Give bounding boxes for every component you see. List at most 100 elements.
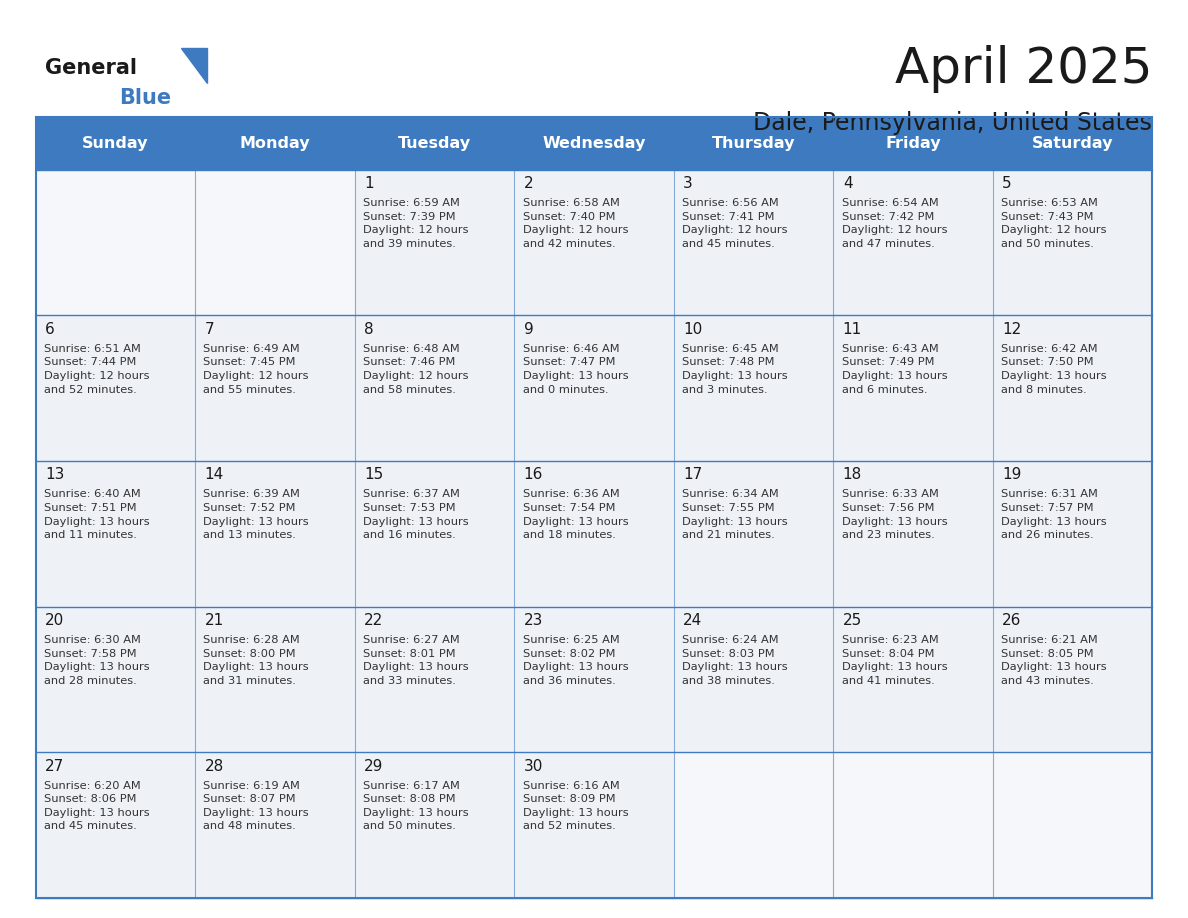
- Bar: [833, 461, 993, 607]
- Text: 7: 7: [204, 322, 214, 337]
- Text: 8: 8: [365, 322, 374, 337]
- Bar: [514, 461, 674, 607]
- Text: Sunrise: 6:51 AM
Sunset: 7:44 PM
Daylight: 12 hours
and 52 minutes.: Sunrise: 6:51 AM Sunset: 7:44 PM Dayligh…: [44, 344, 150, 395]
- Bar: [36, 117, 1152, 170]
- Bar: [514, 316, 674, 461]
- Bar: [993, 170, 1152, 316]
- Text: Sunrise: 6:40 AM
Sunset: 7:51 PM
Daylight: 13 hours
and 11 minutes.: Sunrise: 6:40 AM Sunset: 7:51 PM Dayligh…: [44, 489, 150, 541]
- Text: 18: 18: [842, 467, 862, 483]
- Text: Dale, Pennsylvania, United States: Dale, Pennsylvania, United States: [753, 111, 1152, 135]
- Text: Sunrise: 6:19 AM
Sunset: 8:07 PM
Daylight: 13 hours
and 48 minutes.: Sunrise: 6:19 AM Sunset: 8:07 PM Dayligh…: [203, 780, 309, 832]
- Text: General: General: [45, 58, 137, 78]
- Text: Sunrise: 6:54 AM
Sunset: 7:42 PM
Daylight: 12 hours
and 47 minutes.: Sunrise: 6:54 AM Sunset: 7:42 PM Dayligh…: [841, 198, 947, 249]
- Text: Sunrise: 6:48 AM
Sunset: 7:46 PM
Daylight: 12 hours
and 58 minutes.: Sunrise: 6:48 AM Sunset: 7:46 PM Dayligh…: [364, 344, 468, 395]
- Text: Sunrise: 6:45 AM
Sunset: 7:48 PM
Daylight: 13 hours
and 3 minutes.: Sunrise: 6:45 AM Sunset: 7:48 PM Dayligh…: [682, 344, 788, 395]
- Text: 4: 4: [842, 176, 853, 191]
- Bar: [674, 607, 833, 752]
- Text: Sunrise: 6:53 AM
Sunset: 7:43 PM
Daylight: 12 hours
and 50 minutes.: Sunrise: 6:53 AM Sunset: 7:43 PM Dayligh…: [1001, 198, 1107, 249]
- Text: Sunrise: 6:24 AM
Sunset: 8:03 PM
Daylight: 13 hours
and 38 minutes.: Sunrise: 6:24 AM Sunset: 8:03 PM Dayligh…: [682, 635, 788, 686]
- Bar: [514, 170, 674, 316]
- Text: 12: 12: [1003, 322, 1022, 337]
- Text: 13: 13: [45, 467, 64, 483]
- Text: Sunrise: 6:16 AM
Sunset: 8:09 PM
Daylight: 13 hours
and 52 minutes.: Sunrise: 6:16 AM Sunset: 8:09 PM Dayligh…: [523, 780, 628, 832]
- Text: Friday: Friday: [885, 136, 941, 151]
- Text: 27: 27: [45, 758, 64, 774]
- Text: 9: 9: [524, 322, 533, 337]
- Bar: [993, 461, 1152, 607]
- Text: 28: 28: [204, 758, 223, 774]
- Bar: [674, 461, 833, 607]
- Bar: [993, 607, 1152, 752]
- Text: Tuesday: Tuesday: [398, 136, 470, 151]
- Bar: [36, 316, 195, 461]
- Bar: [833, 752, 993, 898]
- Text: 11: 11: [842, 322, 862, 337]
- Text: 30: 30: [524, 758, 543, 774]
- Text: Thursday: Thursday: [712, 136, 795, 151]
- Text: 10: 10: [683, 322, 702, 337]
- Text: Monday: Monday: [240, 136, 310, 151]
- Text: Sunrise: 6:59 AM
Sunset: 7:39 PM
Daylight: 12 hours
and 39 minutes.: Sunrise: 6:59 AM Sunset: 7:39 PM Dayligh…: [364, 198, 468, 249]
- Text: Sunrise: 6:46 AM
Sunset: 7:47 PM
Daylight: 13 hours
and 0 minutes.: Sunrise: 6:46 AM Sunset: 7:47 PM Dayligh…: [523, 344, 628, 395]
- Text: Sunrise: 6:37 AM
Sunset: 7:53 PM
Daylight: 13 hours
and 16 minutes.: Sunrise: 6:37 AM Sunset: 7:53 PM Dayligh…: [364, 489, 468, 541]
- Bar: [514, 607, 674, 752]
- Text: Saturday: Saturday: [1032, 136, 1113, 151]
- Text: Sunrise: 6:56 AM
Sunset: 7:41 PM
Daylight: 12 hours
and 45 minutes.: Sunrise: 6:56 AM Sunset: 7:41 PM Dayligh…: [682, 198, 788, 249]
- Text: 2: 2: [524, 176, 533, 191]
- Polygon shape: [181, 48, 207, 83]
- Text: Sunrise: 6:43 AM
Sunset: 7:49 PM
Daylight: 13 hours
and 6 minutes.: Sunrise: 6:43 AM Sunset: 7:49 PM Dayligh…: [841, 344, 947, 395]
- Text: 3: 3: [683, 176, 693, 191]
- Text: Sunrise: 6:49 AM
Sunset: 7:45 PM
Daylight: 12 hours
and 55 minutes.: Sunrise: 6:49 AM Sunset: 7:45 PM Dayligh…: [203, 344, 309, 395]
- Text: Sunrise: 6:28 AM
Sunset: 8:00 PM
Daylight: 13 hours
and 31 minutes.: Sunrise: 6:28 AM Sunset: 8:00 PM Dayligh…: [203, 635, 309, 686]
- Bar: [195, 607, 355, 752]
- Text: Sunrise: 6:17 AM
Sunset: 8:08 PM
Daylight: 13 hours
and 50 minutes.: Sunrise: 6:17 AM Sunset: 8:08 PM Dayligh…: [364, 780, 468, 832]
- Text: 5: 5: [1003, 176, 1012, 191]
- Bar: [514, 752, 674, 898]
- Text: Sunrise: 6:58 AM
Sunset: 7:40 PM
Daylight: 12 hours
and 42 minutes.: Sunrise: 6:58 AM Sunset: 7:40 PM Dayligh…: [523, 198, 628, 249]
- Text: Sunrise: 6:42 AM
Sunset: 7:50 PM
Daylight: 13 hours
and 8 minutes.: Sunrise: 6:42 AM Sunset: 7:50 PM Dayligh…: [1001, 344, 1107, 395]
- Text: Sunrise: 6:25 AM
Sunset: 8:02 PM
Daylight: 13 hours
and 36 minutes.: Sunrise: 6:25 AM Sunset: 8:02 PM Dayligh…: [523, 635, 628, 686]
- Bar: [195, 170, 355, 316]
- Text: Sunrise: 6:21 AM
Sunset: 8:05 PM
Daylight: 13 hours
and 43 minutes.: Sunrise: 6:21 AM Sunset: 8:05 PM Dayligh…: [1001, 635, 1107, 686]
- Text: 17: 17: [683, 467, 702, 483]
- Bar: [833, 607, 993, 752]
- Text: 14: 14: [204, 467, 223, 483]
- Text: 15: 15: [365, 467, 384, 483]
- Text: 24: 24: [683, 613, 702, 628]
- Bar: [674, 752, 833, 898]
- Text: 19: 19: [1003, 467, 1022, 483]
- Text: Sunrise: 6:39 AM
Sunset: 7:52 PM
Daylight: 13 hours
and 13 minutes.: Sunrise: 6:39 AM Sunset: 7:52 PM Dayligh…: [203, 489, 309, 541]
- Text: Wednesday: Wednesday: [542, 136, 646, 151]
- Text: 20: 20: [45, 613, 64, 628]
- Text: 16: 16: [524, 467, 543, 483]
- Text: Sunday: Sunday: [82, 136, 148, 151]
- Text: Sunrise: 6:33 AM
Sunset: 7:56 PM
Daylight: 13 hours
and 23 minutes.: Sunrise: 6:33 AM Sunset: 7:56 PM Dayligh…: [841, 489, 947, 541]
- Bar: [355, 461, 514, 607]
- Bar: [993, 752, 1152, 898]
- Text: Sunrise: 6:36 AM
Sunset: 7:54 PM
Daylight: 13 hours
and 18 minutes.: Sunrise: 6:36 AM Sunset: 7:54 PM Dayligh…: [523, 489, 628, 541]
- Bar: [355, 316, 514, 461]
- Bar: [674, 316, 833, 461]
- Bar: [36, 170, 195, 316]
- Bar: [993, 316, 1152, 461]
- Text: 21: 21: [204, 613, 223, 628]
- Bar: [355, 752, 514, 898]
- Bar: [674, 170, 833, 316]
- Text: 22: 22: [365, 613, 384, 628]
- Text: Sunrise: 6:27 AM
Sunset: 8:01 PM
Daylight: 13 hours
and 33 minutes.: Sunrise: 6:27 AM Sunset: 8:01 PM Dayligh…: [364, 635, 468, 686]
- Text: 25: 25: [842, 613, 862, 628]
- Bar: [833, 316, 993, 461]
- Bar: [36, 117, 1152, 898]
- Bar: [195, 316, 355, 461]
- Text: Blue: Blue: [119, 88, 171, 108]
- Text: 26: 26: [1003, 613, 1022, 628]
- Bar: [355, 607, 514, 752]
- Text: Sunrise: 6:31 AM
Sunset: 7:57 PM
Daylight: 13 hours
and 26 minutes.: Sunrise: 6:31 AM Sunset: 7:57 PM Dayligh…: [1001, 489, 1107, 541]
- Bar: [195, 461, 355, 607]
- Bar: [355, 170, 514, 316]
- Bar: [36, 752, 195, 898]
- Text: 1: 1: [365, 176, 374, 191]
- Text: 23: 23: [524, 613, 543, 628]
- Text: Sunrise: 6:23 AM
Sunset: 8:04 PM
Daylight: 13 hours
and 41 minutes.: Sunrise: 6:23 AM Sunset: 8:04 PM Dayligh…: [841, 635, 947, 686]
- Bar: [833, 170, 993, 316]
